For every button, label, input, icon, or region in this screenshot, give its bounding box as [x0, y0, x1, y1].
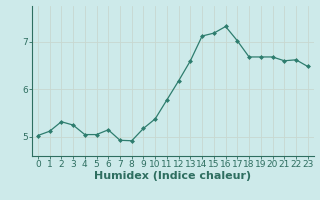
X-axis label: Humidex (Indice chaleur): Humidex (Indice chaleur)	[94, 171, 252, 181]
